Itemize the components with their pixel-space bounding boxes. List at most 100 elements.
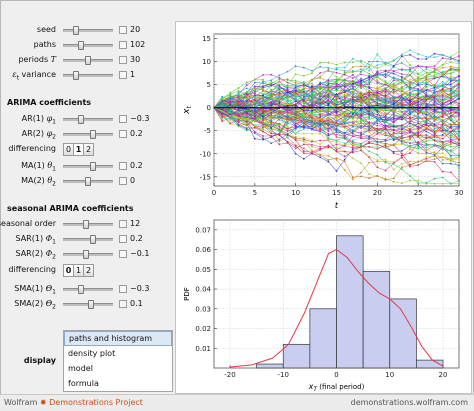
path-point: [376, 99, 379, 102]
path-point: [294, 84, 297, 87]
periods-expand-button[interactable]: [119, 56, 127, 64]
path-point: [278, 125, 281, 128]
path-point: [237, 113, 240, 116]
ar1-expand-button[interactable]: [119, 115, 127, 123]
ma1-slider-thumb[interactable]: [90, 162, 96, 171]
sma2-slider-thumb[interactable]: [87, 300, 94, 309]
path-point: [441, 155, 444, 158]
path-point: [384, 128, 387, 131]
path-point: [384, 177, 387, 180]
path-point: [384, 132, 387, 135]
sar1-expand-button[interactable]: [119, 235, 127, 243]
variance-slider-thumb[interactable]: [72, 71, 79, 80]
ar1-slider[interactable]: [63, 115, 113, 124]
arima-differencing-option-2[interactable]: 2: [83, 143, 94, 156]
path-point: [400, 128, 403, 131]
path-point: [360, 82, 362, 85]
ar1-slider-thumb[interactable]: [77, 115, 84, 124]
path-point: [425, 115, 428, 118]
paths-slider[interactable]: [63, 41, 113, 50]
path-point: [417, 95, 420, 97]
path-point: [286, 85, 289, 88]
path-point: [458, 167, 460, 170]
ma2-slider-thumb[interactable]: [85, 177, 91, 186]
path-point: [253, 124, 256, 127]
path-point: [262, 122, 264, 125]
path-point: [400, 149, 403, 152]
path-point: [335, 82, 338, 85]
ar2-slider[interactable]: [63, 130, 113, 139]
ma2-expand-button[interactable]: [119, 177, 127, 185]
path-point: [360, 65, 362, 68]
path-point: [294, 107, 297, 110]
display-listbox[interactable]: paths and histogram density plot model form…: [63, 330, 173, 392]
path-point: [433, 92, 436, 94]
sma2-expand-button[interactable]: [119, 300, 127, 308]
path-point: [335, 86, 338, 89]
display-option[interactable]: formula: [68, 379, 99, 388]
path-point: [294, 73, 297, 76]
seed-expand-button[interactable]: [119, 26, 127, 34]
ar2-slider-thumb[interactable]: [90, 130, 96, 139]
path-point: [278, 105, 281, 108]
path-point: [400, 166, 403, 169]
path-point: [458, 146, 460, 149]
path-point: [351, 129, 354, 132]
path-point: [360, 132, 362, 135]
paths-slider-thumb[interactable]: [77, 41, 84, 50]
sar1-slider-thumb[interactable]: [90, 235, 96, 244]
path-point: [392, 137, 395, 140]
path-point: [278, 109, 281, 112]
sar2-slider[interactable]: [63, 250, 113, 259]
path-point: [351, 117, 354, 120]
seasonal-differencing-option-2[interactable]: 2: [83, 264, 94, 277]
ar2-expand-button[interactable]: [119, 130, 127, 138]
path-point: [351, 125, 354, 128]
path-point: [270, 124, 273, 127]
wolfram-brand[interactable]: Wolfram ✹ Demonstrations Project: [4, 398, 143, 407]
seed-slider-thumb[interactable]: [72, 26, 79, 35]
display-option[interactable]: density plot: [68, 349, 116, 358]
variance-expand-button[interactable]: [119, 71, 127, 79]
display-option[interactable]: model: [68, 364, 93, 373]
path-point: [449, 126, 452, 128]
variance-slider[interactable]: [63, 71, 113, 80]
seed-slider[interactable]: [63, 26, 113, 35]
seasonal-order-slider[interactable]: [63, 220, 113, 229]
sma1-slider-thumb[interactable]: [77, 285, 84, 294]
ma1-expand-button[interactable]: [119, 162, 127, 170]
path-point: [441, 63, 444, 66]
sar2-slider-thumb[interactable]: [82, 250, 89, 259]
sar2-expand-button[interactable]: [119, 250, 127, 258]
sar1-slider[interactable]: [63, 235, 113, 244]
sma2-slider[interactable]: [63, 300, 113, 309]
periods-slider-thumb[interactable]: [85, 56, 91, 65]
paths-label: paths: [33, 40, 56, 49]
hist-tick-label-y: 0.07: [195, 226, 211, 234]
path-point: [360, 93, 362, 96]
paths-expand-button[interactable]: [119, 41, 127, 49]
path-point: [458, 113, 460, 116]
sma1-slider[interactable]: [63, 285, 113, 294]
ma2-slider[interactable]: [63, 177, 113, 186]
seasonal-order-slider-thumb[interactable]: [82, 220, 89, 229]
seasonal-order-expand-button[interactable]: [119, 220, 127, 228]
path-point: [376, 140, 379, 143]
display-option[interactable]: paths and histogram: [64, 331, 172, 346]
ma1-slider[interactable]: [63, 162, 113, 171]
path-point: [376, 131, 379, 133]
path-point: [262, 85, 264, 88]
path-point: [458, 62, 460, 65]
path-point: [441, 88, 444, 91]
sma1-expand-button[interactable]: [119, 285, 127, 293]
site-link[interactable]: demonstrations.wolfram.com: [350, 398, 468, 407]
path-point: [319, 129, 322, 132]
path-point: [311, 88, 313, 91]
path-point: [449, 75, 452, 78]
path-point: [384, 161, 387, 164]
path-point: [433, 177, 436, 180]
path-point: [335, 150, 338, 153]
periods-slider[interactable]: [63, 56, 113, 65]
path-point: [384, 76, 387, 79]
path-point: [343, 88, 346, 91]
